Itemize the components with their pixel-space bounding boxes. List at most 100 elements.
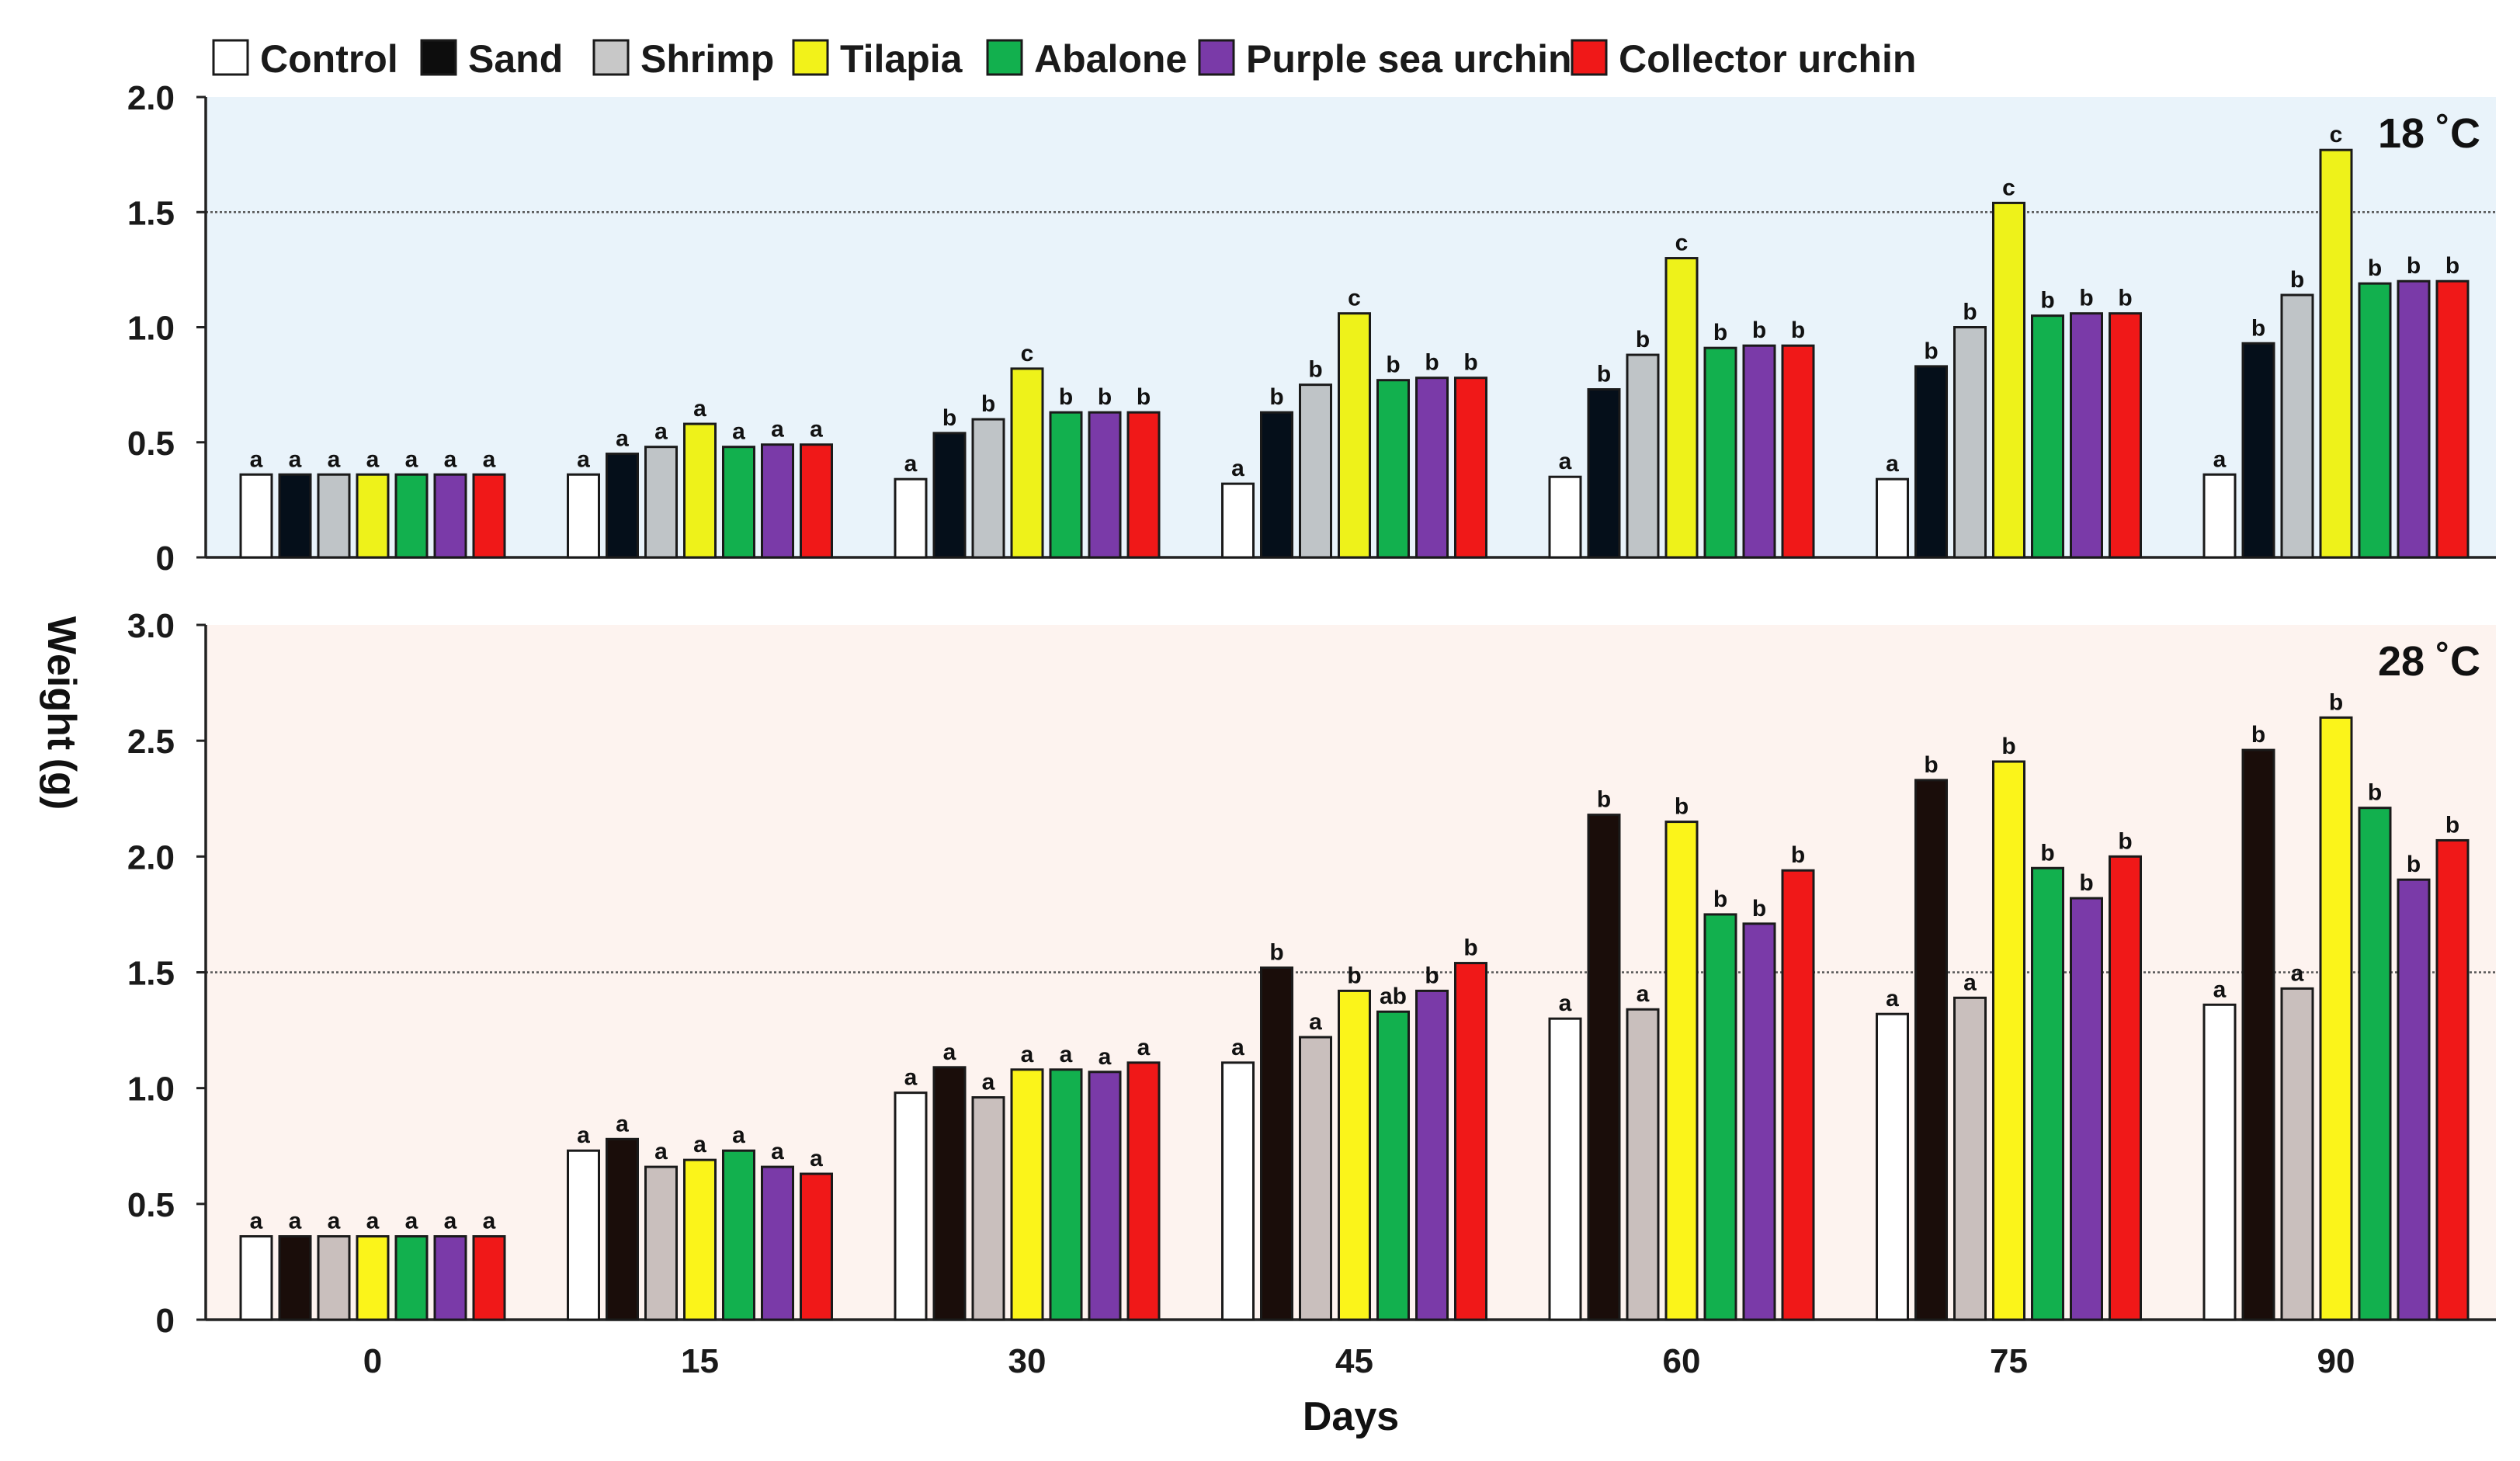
bar-tilapia-day-15 (683, 1158, 717, 1321)
bar-sand-day-45 (1260, 966, 1293, 1321)
panel-temperature-label: 28 ˚C (2378, 638, 2480, 685)
bar-shrimp-day-75 (1953, 326, 1987, 559)
x-tick-label: 90 (2317, 1342, 2355, 1380)
significance-label: a (693, 396, 706, 422)
significance-label: b (2040, 288, 2054, 314)
bar-sand-day-75 (1914, 779, 1948, 1321)
legend-label: Purple sea urchin (1246, 37, 1572, 81)
legend-item-abalone: Abalone (986, 37, 1187, 81)
significance-label: a (1637, 981, 1650, 1007)
significance-label: a (654, 419, 668, 445)
bar-control-day-90 (2202, 1003, 2237, 1321)
significance-label: a (483, 446, 496, 472)
significance-label: b (1597, 787, 1611, 813)
bar-purple-sea-urchin-day-60 (1742, 922, 1776, 1321)
legend-swatch (592, 39, 630, 76)
bar-abalone-day-30 (1049, 411, 1083, 559)
significance-label: a (810, 417, 823, 442)
bar-sand-day-15 (606, 453, 639, 559)
bar-shrimp-day-30 (971, 1096, 1005, 1321)
bar-control-day-90 (2202, 473, 2237, 559)
significance-label: a (405, 446, 418, 472)
bar-tilapia-day-30 (1010, 367, 1044, 559)
bar-abalone-day-90 (2358, 282, 2392, 559)
bar-collector-urchin-day-15 (800, 1172, 833, 1321)
legend-label: Collector urchin (1619, 37, 1916, 81)
bar-sand-day-90 (2241, 748, 2275, 1321)
y-tick-label: 0 (156, 540, 175, 578)
bar-control-day-15 (567, 473, 600, 559)
x-tick-label: 60 (1663, 1342, 1701, 1380)
bar-tilapia-day-30 (1010, 1068, 1044, 1321)
x-tick-label: 0 (363, 1342, 382, 1380)
significance-label: a (577, 1123, 590, 1148)
bar-purple-sea-urchin-day-90 (2397, 878, 2431, 1321)
bar-collector-urchin-day-75 (2109, 312, 2142, 559)
bar-abalone-day-45 (1376, 379, 1410, 559)
significance-label: b (1752, 318, 1766, 343)
bar-collector-urchin-day-30 (1126, 1061, 1161, 1321)
y-tick-label: 3.0 (127, 607, 175, 645)
significance-label: a (328, 1209, 341, 1234)
bar-abalone-day-60 (1703, 913, 1737, 1321)
bar-control-day-0 (239, 473, 273, 559)
bar-tilapia-day-90 (2319, 148, 2353, 559)
y-axis-title: Weight (g) (39, 616, 84, 810)
bar-abalone-day-75 (2031, 866, 2064, 1321)
legend-swatch (1571, 39, 1608, 76)
bar-shrimp-day-0 (317, 473, 351, 559)
significance-label: a (2213, 446, 2227, 472)
bar-shrimp-day-15 (644, 446, 678, 559)
significance-label: a (250, 446, 263, 472)
significance-label: b (1963, 300, 1977, 325)
significance-label: b (1347, 963, 1361, 988)
bar-purple-sea-urchin-day-30 (1088, 1071, 1122, 1321)
y-axis-title-unit: (g) (39, 758, 84, 810)
significance-label: b (2118, 286, 2132, 311)
significance-label: a (1060, 1042, 1073, 1067)
y-tick-label: 0 (156, 1302, 175, 1340)
significance-label: c (1675, 231, 1689, 256)
bar-collector-urchin-day-90 (2435, 279, 2470, 559)
bar-purple-sea-urchin-day-0 (433, 473, 467, 559)
significance-label: b (1269, 384, 1283, 410)
bar-purple-sea-urchin-day-15 (761, 1165, 794, 1321)
significance-label: b (2368, 255, 2382, 281)
legend-label: Shrimp (640, 37, 774, 81)
bar-collector-urchin-day-60 (1781, 869, 1815, 1321)
legend-swatch (792, 39, 829, 76)
bar-purple-sea-urchin-day-15 (761, 443, 794, 559)
bar-tilapia-day-75 (1992, 201, 2025, 559)
bar-control-day-75 (1876, 1012, 1909, 1321)
bar-shrimp-day-30 (971, 418, 1005, 559)
bar-sand-day-60 (1587, 814, 1621, 1321)
significance-label: b (1425, 350, 1439, 376)
significance-label: b (1137, 384, 1151, 410)
significance-label: a (1559, 991, 1572, 1016)
significance-label: ab (1380, 984, 1407, 1009)
y-tick-label: 2.5 (127, 723, 175, 761)
bar-abalone-day-75 (2031, 314, 2064, 559)
bar-purple-sea-urchin-day-90 (2397, 279, 2431, 559)
bar-collector-urchin-day-45 (1454, 962, 1487, 1321)
significance-label: b (1059, 384, 1073, 410)
bar-sand-day-30 (932, 1066, 967, 1321)
bar-tilapia-day-45 (1338, 989, 1371, 1321)
bar-tilapia-day-60 (1664, 257, 1699, 559)
bar-tilapia-day-15 (683, 422, 717, 559)
bar-purple-sea-urchin-day-75 (2070, 312, 2103, 559)
significance-label: b (1791, 318, 1805, 343)
significance-label: a (444, 446, 457, 472)
panel-temperature-label: 18 ˚C (2378, 110, 2480, 157)
significance-label: b (942, 405, 956, 431)
x-tick-label: 45 (1335, 1342, 1373, 1380)
bar-shrimp-day-60 (1626, 1008, 1660, 1321)
significance-label: b (1386, 352, 1400, 378)
significance-label: b (2445, 253, 2459, 279)
bar-shrimp-day-60 (1626, 353, 1660, 559)
bar-sand-day-30 (932, 432, 967, 559)
significance-label: a (771, 1139, 784, 1164)
bar-sand-day-45 (1260, 411, 1293, 559)
